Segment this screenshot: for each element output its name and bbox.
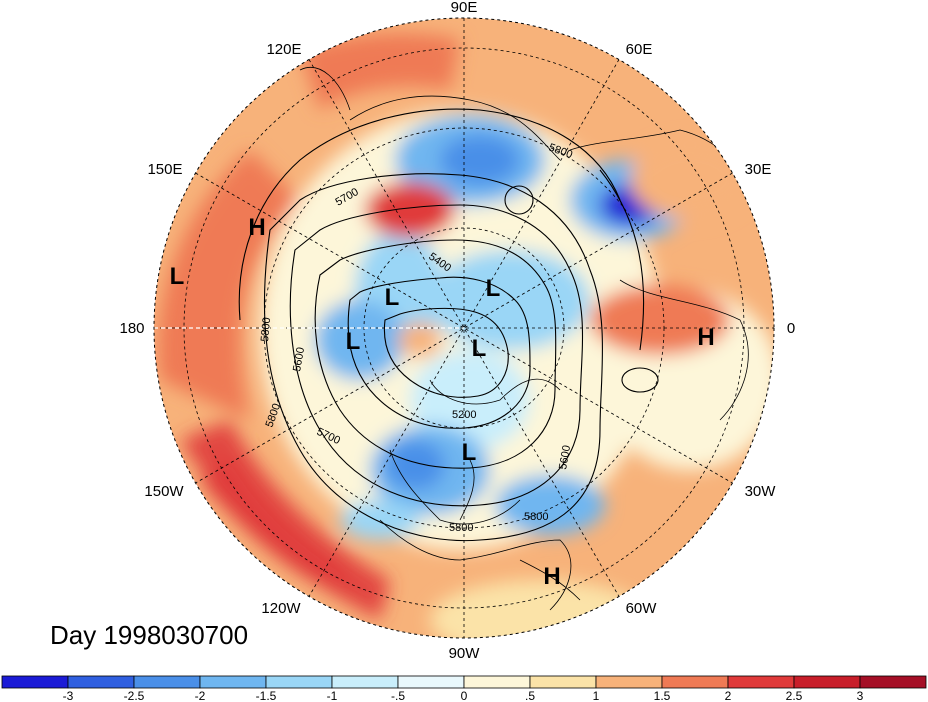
lon-label-180: 180 [119, 320, 144, 337]
lon-label-120w: 120W [261, 600, 301, 617]
colorbar-box [727, 675, 795, 689]
low-center-marker: L [486, 275, 501, 302]
map-boundary [153, 17, 775, 639]
lon-label-150w: 150W [144, 483, 184, 500]
colorbar-tick-label: 3 [857, 689, 864, 702]
colorbar-box [265, 675, 333, 689]
height-contours [238, 108, 659, 542]
lon-label-120e: 120E [266, 41, 301, 58]
colorbar-boxes [1, 675, 927, 689]
lon-label-90w: 90W [449, 645, 481, 662]
graticule [154, 18, 774, 638]
contour-label: 5200 [452, 409, 476, 421]
lon-label-30w: 30W [745, 483, 777, 500]
colorbar-box [529, 675, 597, 689]
colorbar-box [397, 675, 465, 689]
colorbar-ticks: -3 -2.5 -2 -1.5 -1 -.5 0 .5 1 1.5 2 2.5 3 [63, 689, 864, 702]
contour-label: 5800 [524, 511, 548, 523]
colorbar-box [661, 675, 729, 689]
colorbar-box [859, 675, 927, 689]
lon-label-60e: 60E [626, 41, 653, 58]
colorbar-box [199, 675, 267, 689]
plot-title: Day 1998030700 [50, 620, 249, 650]
colorbar-tick-label: -.5 [391, 689, 405, 702]
colorbar-tick-label: -1 [327, 689, 338, 702]
lon-label-60w: 60W [626, 600, 658, 617]
colorbar-tick-label: 0 [461, 689, 468, 702]
colorbar-tick-label: -2.5 [124, 689, 145, 702]
colorbar-box [463, 675, 531, 689]
high-center-marker: H [697, 324, 714, 351]
lon-label-0: 0 [787, 320, 795, 337]
colorbar-tick-label: 1.5 [654, 689, 671, 702]
colorbar-box [1, 675, 69, 689]
lon-label-90e: 90E [451, 0, 478, 16]
contour-label: 5600 [557, 444, 573, 470]
contour-label: 5800 [449, 522, 473, 534]
colorbar-box [331, 675, 399, 689]
lon-label-30e: 30E [745, 161, 772, 178]
high-center-marker: H [543, 563, 560, 590]
low-center-marker: L [385, 284, 400, 311]
low-center-marker: L [170, 263, 185, 290]
colorbar-tick-label: -1.5 [256, 689, 277, 702]
longitude-labels: 90E 60E 30E 0 30W 60W 90W 120W 150W 180 … [119, 0, 795, 662]
coastlines [299, 67, 771, 611]
low-center-marker: L [346, 328, 361, 355]
polar-map: 90E 60E 30E 0 30W 60W 90W 120W 150W 180 … [119, 0, 795, 662]
colorbar-tick-label: 1 [593, 689, 600, 702]
lon-label-150e: 150E [147, 161, 182, 178]
colorbar-box [67, 675, 135, 689]
contour-label: 5600 [291, 346, 307, 372]
contour-label: 5800 [259, 317, 273, 342]
high-center-marker: H [248, 214, 265, 241]
colorbar-box [793, 675, 861, 689]
colorbar-tick-label: -2 [195, 689, 206, 702]
colorbar-tick-label: 2.5 [786, 689, 803, 702]
colorbar-tick-label: 2 [725, 689, 732, 702]
colorbar: -3 -2.5 -2 -1.5 -1 -.5 0 .5 1 1.5 2 2.5 3 [1, 675, 927, 702]
anomaly-field [154, 18, 774, 638]
colorbar-box [595, 675, 663, 689]
low-center-marker: L [472, 335, 487, 362]
low-center-marker: L [462, 439, 477, 466]
pressure-centers: H L L L L L L H H [170, 214, 715, 590]
colorbar-tick-label: -3 [63, 689, 74, 702]
colorbar-box [133, 675, 201, 689]
colorbar-tick-label: .5 [525, 689, 535, 702]
